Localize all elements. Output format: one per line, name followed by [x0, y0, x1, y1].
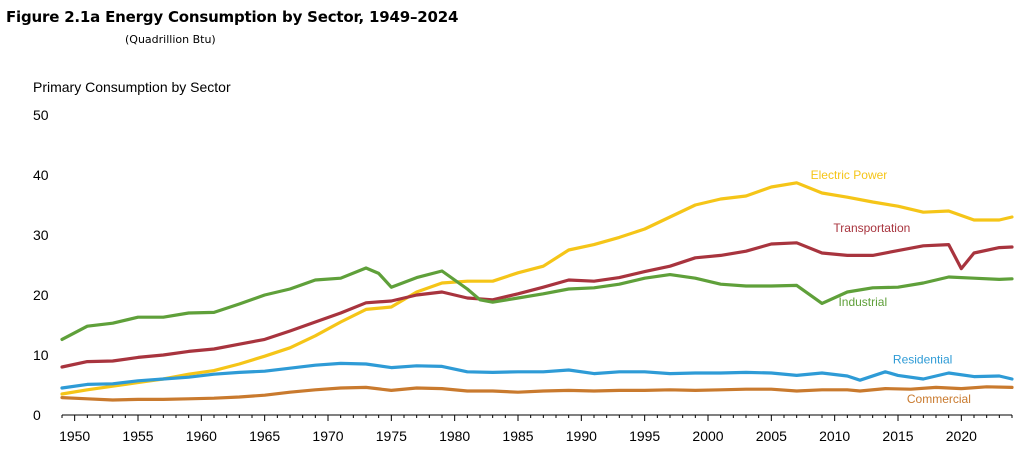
- x-tick-label: 1975: [376, 428, 407, 444]
- x-tick-label: 2000: [692, 428, 723, 444]
- series-line-industrial: [60, 266, 1014, 341]
- x-tick-label: 1950: [59, 428, 90, 444]
- chart-series: [60, 181, 1014, 402]
- series-label-commercial: Commercial: [907, 392, 971, 406]
- y-tick-label: 0: [33, 407, 41, 423]
- series-label-industrial: Industrial: [838, 295, 887, 309]
- x-tick-label: 2010: [819, 428, 850, 444]
- y-tick-label: 10: [33, 347, 49, 363]
- series-line-residential: [60, 361, 1014, 390]
- series-label-transportation: Transportation: [833, 221, 910, 235]
- x-tick-label: 1990: [566, 428, 597, 444]
- x-tick-label: 1980: [439, 428, 470, 444]
- y-tick-label: 30: [33, 227, 49, 243]
- y-tick-label: 50: [33, 107, 49, 123]
- figure-unit: (Quadrillion Btu): [125, 33, 216, 46]
- series-line-electric-power: [60, 181, 1014, 396]
- x-tick-label: 2015: [882, 428, 913, 444]
- x-tick-label: 1960: [186, 428, 217, 444]
- x-tick-label: 1970: [312, 428, 343, 444]
- series-label-residential: Residential: [893, 352, 952, 366]
- chart-axes: 0 10 20 30 40 50 1950 1955 1960 1965 1970 1975 1980 1…: [33, 107, 1013, 444]
- series-line-commercial: [60, 385, 1014, 402]
- y-tick-label: 20: [33, 287, 49, 303]
- series-line-transportation: [60, 241, 1014, 369]
- x-tick-label: 2005: [756, 428, 787, 444]
- x-tick-label: 1985: [502, 428, 533, 444]
- series-label-electric-power: Electric Power: [811, 168, 888, 182]
- x-tick-label: 2020: [946, 428, 977, 444]
- x-tick-label: 1965: [249, 428, 280, 444]
- panel-title: Primary Consumption by Sector: [33, 79, 231, 95]
- y-tick-label: 40: [33, 167, 49, 183]
- x-tick-label: 1955: [122, 428, 153, 444]
- x-tick-label: 1995: [629, 428, 660, 444]
- figure-title: Figure 2.1a Energy Consumption by Sector…: [6, 8, 459, 26]
- chart-series-labels: Electric Power Transportation Industrial Re…: [811, 168, 971, 406]
